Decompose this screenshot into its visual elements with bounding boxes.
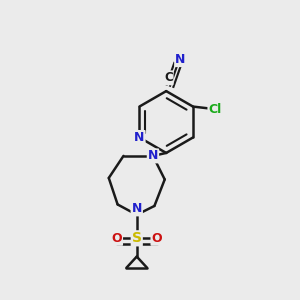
Text: O: O: [111, 232, 122, 245]
Text: Cl: Cl: [208, 103, 222, 116]
Text: N: N: [134, 131, 145, 144]
Text: O: O: [152, 232, 162, 245]
Text: S: S: [132, 231, 142, 245]
Text: N: N: [175, 53, 185, 66]
Text: N: N: [148, 149, 158, 162]
Text: C: C: [164, 71, 172, 84]
Text: N: N: [132, 202, 142, 215]
